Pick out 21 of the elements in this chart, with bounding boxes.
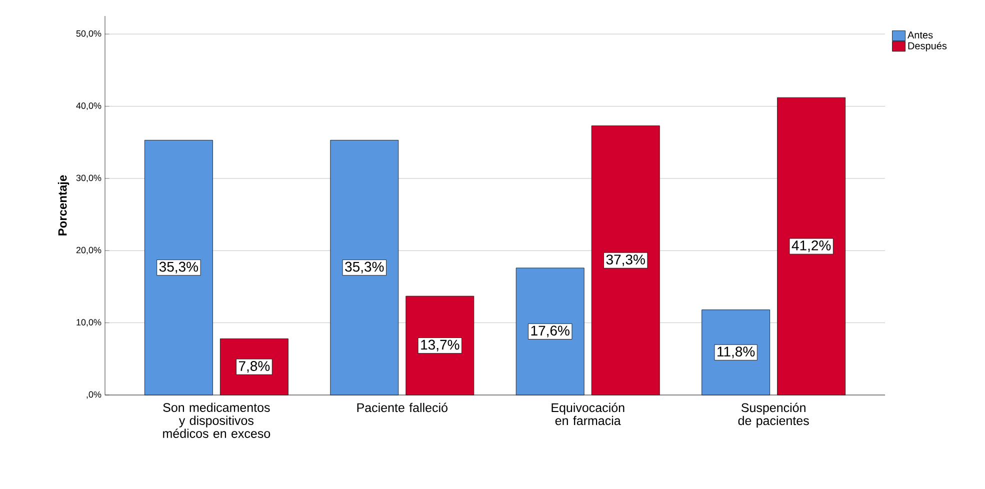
data-label: 17,6% bbox=[531, 326, 570, 338]
x-tick-label: Son medicamentos y dispositivos médicos en exceso bbox=[163, 402, 270, 438]
data-label: 37,3% bbox=[606, 254, 645, 266]
y-tick-label: ,0% bbox=[86, 391, 102, 399]
data-label: 13,7% bbox=[421, 340, 460, 352]
x-tick-label: Equivocación en farmacia bbox=[552, 402, 624, 426]
y-axis-title: Porcentaje bbox=[58, 175, 70, 236]
legend-label: Antes bbox=[908, 32, 933, 39]
x-tick-label: Paciente falleció bbox=[357, 402, 448, 412]
data-label: 7,8% bbox=[238, 361, 270, 373]
y-tick-label: 40,0% bbox=[76, 102, 102, 110]
y-tick-label: 20,0% bbox=[76, 246, 102, 254]
data-label: 35,3% bbox=[159, 262, 198, 274]
y-tick-label: 10,0% bbox=[76, 319, 102, 327]
data-label: 11,8% bbox=[718, 346, 755, 358]
data-label: 35,3% bbox=[345, 262, 384, 274]
data-label: 41,2% bbox=[792, 240, 831, 252]
y-tick-label: 30,0% bbox=[76, 174, 102, 182]
x-tick-label: Suspención de pacientes bbox=[738, 402, 809, 428]
y-tick-label: 50,0% bbox=[76, 30, 102, 38]
legend-label: Después bbox=[908, 42, 947, 52]
